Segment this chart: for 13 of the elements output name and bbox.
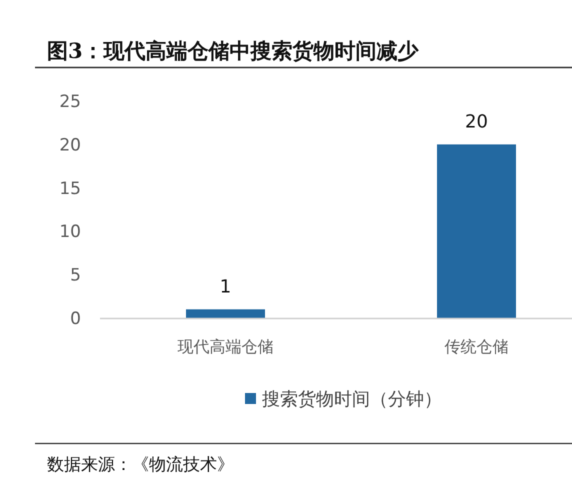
data-label: 1 xyxy=(220,276,232,298)
annotation: 数据来源：《物流技术》 xyxy=(47,455,234,475)
x-tick-label: 传统仓储 xyxy=(444,337,508,356)
y-tick-label: 10 xyxy=(59,222,81,242)
y-tick-label: 20 xyxy=(59,135,81,156)
data-label: 20 xyxy=(465,111,488,132)
x-tick-label: 现代高端仓储 xyxy=(178,337,274,356)
y-tick-label: 5 xyxy=(70,266,81,286)
y-tick-label: 25 xyxy=(59,92,81,112)
title: 图3：现代高端仓储中搜索货物时间减少 xyxy=(47,38,419,63)
y-tick-label: 0 xyxy=(70,309,81,329)
legend-label: 搜索货物时间（分钟） xyxy=(262,389,442,410)
y-tick-label: 15 xyxy=(59,178,81,199)
